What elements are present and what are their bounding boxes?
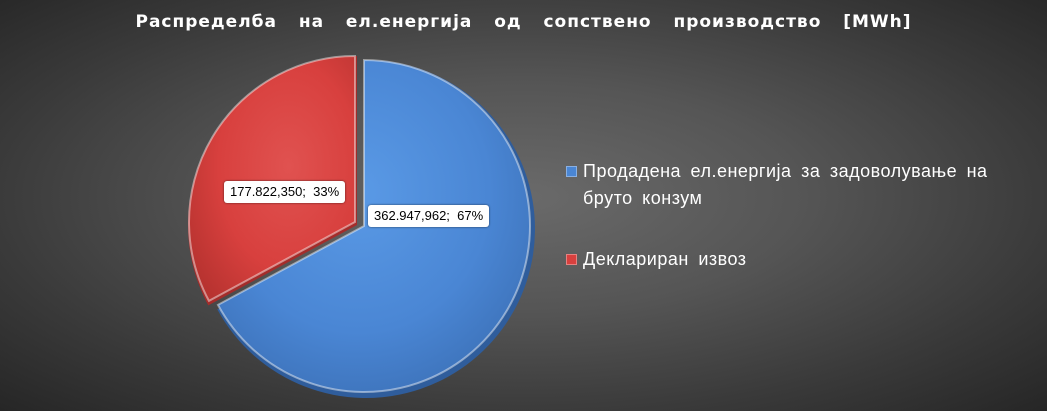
legend-marker-red <box>566 254 577 265</box>
data-label-sold: 362.947,962; 67% <box>368 205 490 227</box>
chart-title: Распределба на ел.енергија од сопствено … <box>135 12 912 32</box>
legend-item-export: Деклариран извоз <box>566 246 1043 273</box>
legend-item-sold: Продадена ел.енергија за задоволување на… <box>566 158 1043 212</box>
data-label-export: 177.822,350; 33% <box>224 181 346 203</box>
legend-marker-blue <box>566 166 577 177</box>
pie-slice-export <box>188 54 356 303</box>
legend-label-sold: Продадена ел.енергија за задоволување на… <box>583 161 988 208</box>
legend-label-export: Деклариран извоз <box>583 249 747 269</box>
